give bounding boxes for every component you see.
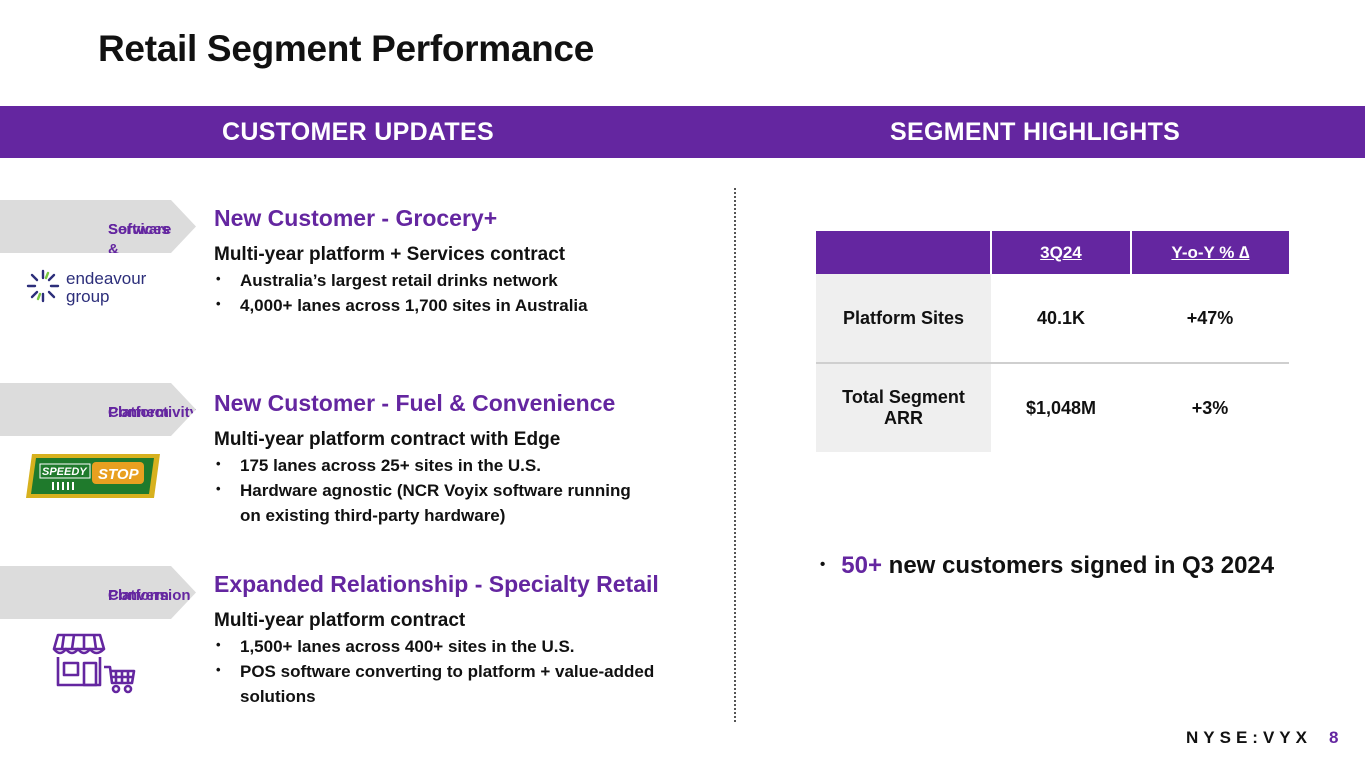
list-item: Australia’s largest retail drinks networ…	[214, 266, 724, 293]
customer-subheading: Multi-year platform contract	[214, 610, 466, 631]
customer-update-specialty: Expanded Relationship - Specialty Retail…	[214, 571, 724, 709]
ticker-symbol: NYSE:VYX	[1186, 728, 1312, 747]
speedy-stop-logo: SPEEDY STOP	[26, 452, 162, 505]
table-header-row: 3Q24 Y-o-Y % ∆	[816, 231, 1289, 274]
list-item: 1,500+ lanes across 400+ sites in the U.…	[214, 632, 674, 659]
customer-updates-heading: CUSTOMER UPDATES	[222, 118, 494, 146]
row-label: Total Segment ARR	[816, 363, 991, 452]
customer-update-grocery: New Customer - Grocery+ Multi-year platf…	[214, 205, 724, 318]
table-row: Platform Sites 40.1K +47%	[816, 274, 1289, 364]
customer-heading: Expanded Relationship - Specialty Retail	[214, 571, 659, 597]
tag-line: Services	[108, 221, 170, 238]
customer-bullets: 175 lanes across 25+ sites in the U.S. H…	[214, 451, 644, 528]
table-header-cell	[816, 231, 991, 274]
platform-connectivity-tag: Platform Connectivity	[0, 383, 196, 436]
table-row: Total Segment ARR $1,048M +3%	[816, 363, 1289, 452]
list-item: Hardware agnostic (NCR Voyix software ru…	[214, 476, 644, 528]
customer-bullets: Australia’s largest retail drinks networ…	[214, 266, 724, 318]
tag-line: Platform	[108, 587, 169, 604]
segment-highlights-heading: SEGMENT HIGHLIGHTS	[890, 118, 1181, 146]
row-value: 40.1K	[991, 274, 1131, 364]
table-header-cell: Y-o-Y % ∆	[1129, 231, 1289, 274]
row-label: Platform Sites	[816, 274, 991, 364]
new-customers-highlight: • 50+ new customers signed in Q3 2024	[820, 552, 1274, 580]
row-value: $1,048M	[1025, 397, 1096, 418]
customer-subheading: Multi-year platform contract with Edge	[214, 429, 561, 450]
tag-line: Connectivity	[108, 404, 199, 421]
column-divider	[734, 188, 736, 722]
endeavour-group-logo: endeavour group	[24, 266, 164, 313]
section-banner: CUSTOMER UPDATES SEGMENT HIGHLIGHTS	[0, 106, 1365, 158]
customer-update-fuel: New Customer - Fuel & Convenience Multi-…	[214, 390, 724, 528]
table-header-cell: 3Q24	[990, 231, 1131, 274]
logo-text: STOP	[98, 466, 140, 483]
list-item: 4,000+ lanes across 1,700 sites in Austr…	[214, 291, 724, 318]
logo-text: SPEEDY	[42, 466, 88, 478]
row-change: +3%	[1191, 397, 1229, 418]
customer-subheading: Multi-year platform + Services contract	[214, 244, 566, 265]
customer-heading: New Customer - Fuel & Convenience	[214, 390, 616, 416]
segment-metrics-table: 3Q24 Y-o-Y % ∆ Platform Sites 40.1K +47%…	[816, 231, 1289, 452]
software-services-tag: Software & Services	[0, 200, 196, 253]
tag-line: Software &	[108, 221, 172, 258]
highlight-text: new customers signed in Q3 2024	[881, 552, 1275, 579]
store-cart-icon	[52, 631, 136, 700]
page-number: 8	[1329, 728, 1339, 747]
tag-line: Platform	[108, 404, 169, 421]
customer-bullets: 1,500+ lanes across 400+ sites in the U.…	[214, 632, 674, 709]
platform-conversion-tag: Platform Conversion	[0, 566, 196, 619]
tag-line: Conversion	[108, 587, 191, 604]
row-change: +47%	[1130, 274, 1289, 364]
customer-heading: New Customer - Grocery+	[214, 205, 498, 231]
highlight-accent: 50+	[841, 552, 882, 579]
logo-text: group	[66, 287, 109, 306]
page-title: Retail Segment Performance	[98, 28, 594, 69]
bullet-glyph: •	[820, 556, 826, 573]
logo-text: endeavour	[66, 269, 147, 288]
list-item: 175 lanes across 25+ sites in the U.S.	[214, 451, 644, 478]
list-item: POS software converting to platform + va…	[214, 657, 674, 709]
